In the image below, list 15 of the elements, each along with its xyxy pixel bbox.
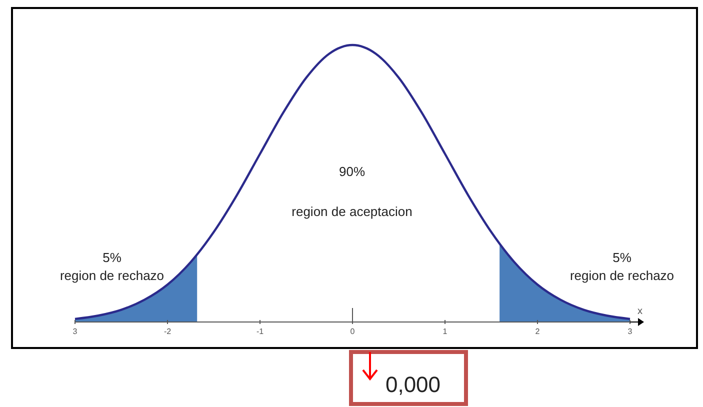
x-axis-title: x — [638, 306, 642, 317]
annotation: 5% — [612, 250, 632, 265]
annotation: region de aceptacion — [292, 204, 412, 219]
annotation: 5% — [102, 250, 122, 265]
annotation: 90% — [338, 164, 366, 179]
x-tick-label: 0 — [350, 327, 356, 336]
text: 0,000 — [385, 372, 441, 397]
x-tick-label: 2 — [535, 327, 540, 336]
x-tick-label: 1 — [442, 327, 448, 336]
x-tick-label: 3 — [628, 327, 633, 336]
annotation: region de rechazo — [570, 268, 674, 283]
x-tick-label: -1 — [256, 327, 264, 336]
x-tick-label: 3 — [72, 327, 78, 336]
annotation: region de rechazo — [60, 268, 164, 283]
x-tick-label: -2 — [164, 327, 172, 336]
